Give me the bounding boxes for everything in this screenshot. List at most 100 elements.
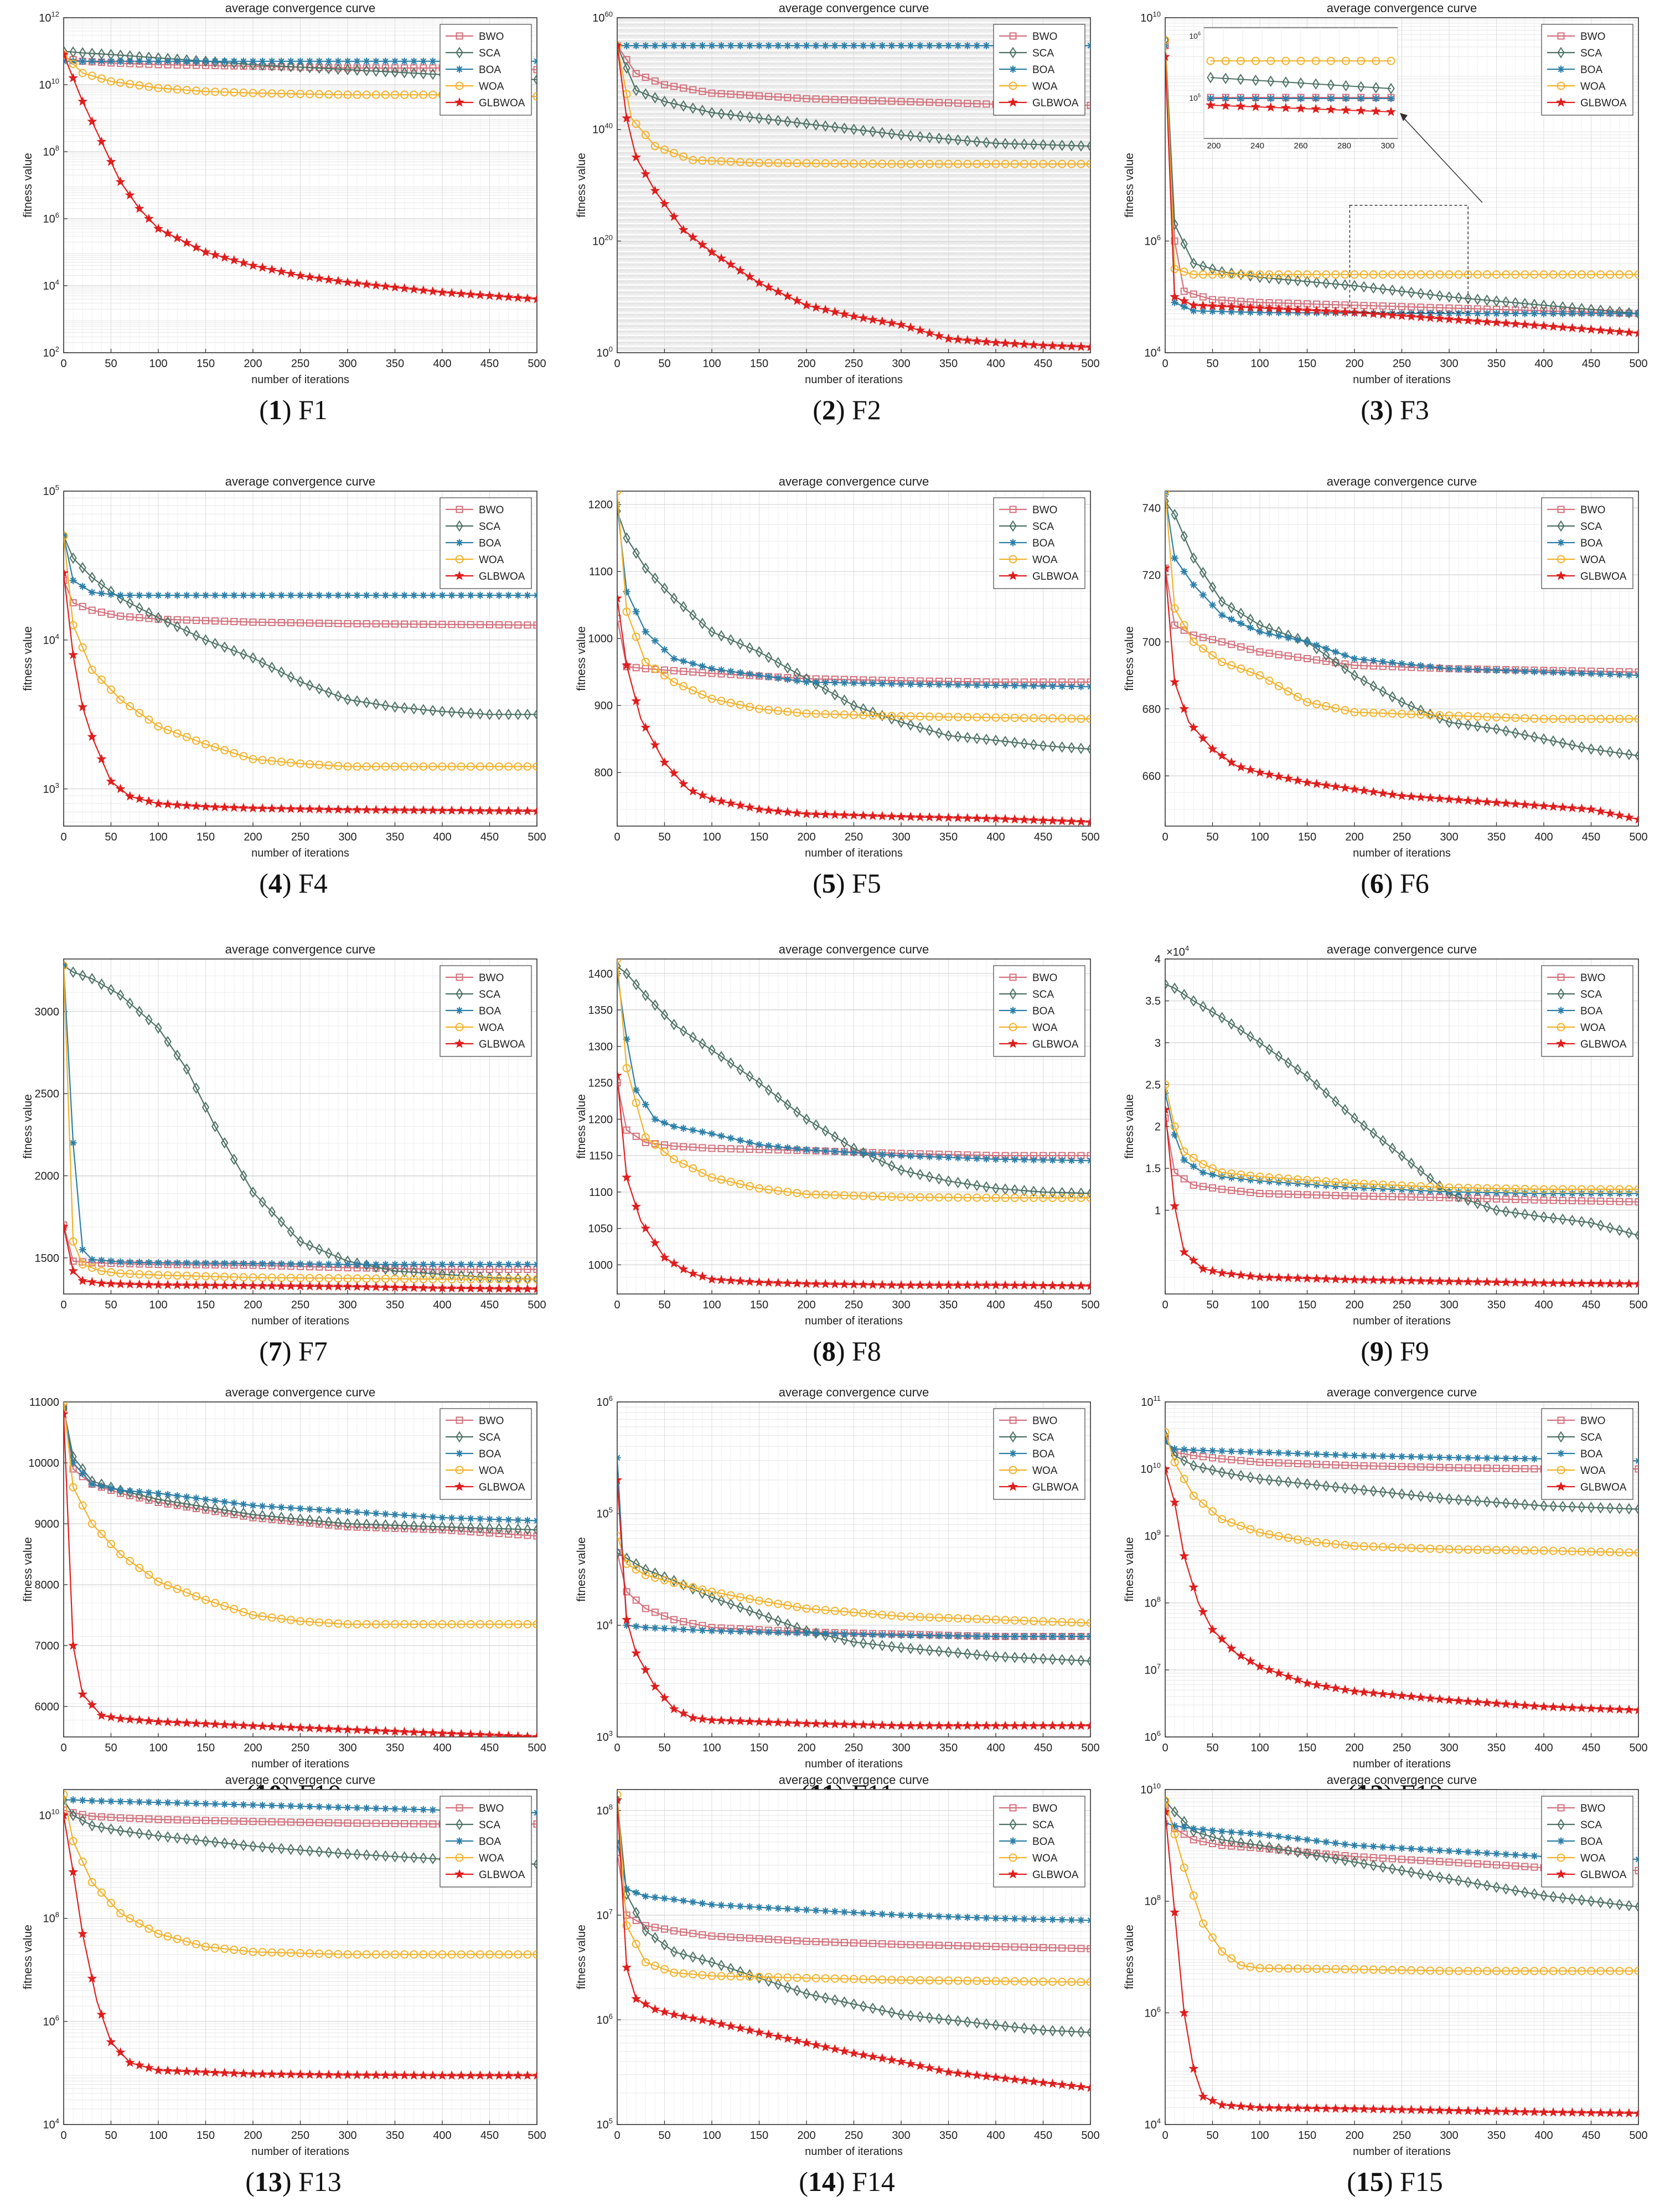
chart-title: average convergence curve: [779, 942, 929, 956]
x-axis-label: number of iterations: [1353, 1315, 1451, 1327]
x-tick-label: 150: [1298, 831, 1316, 843]
x-tick-label: 100: [149, 1742, 167, 1754]
x-tick-label: 200: [1345, 358, 1363, 370]
y-tick-label: 700: [1142, 636, 1161, 648]
caption-number: 8: [822, 1336, 836, 1367]
x-tick-label: 150: [197, 358, 215, 370]
marker-boa: [456, 539, 463, 546]
chart-title: average convergence curve: [1327, 475, 1477, 488]
legend-label-woa: WOA: [1032, 81, 1058, 92]
caption-label: F6: [1400, 868, 1429, 899]
x-tick-label: 400: [1534, 831, 1553, 843]
x-tick-label: 500: [528, 1742, 546, 1754]
marker-boa: [456, 66, 463, 73]
y-tick-label: 8000: [35, 1579, 60, 1591]
legend-label-glbwoa: GLBWOA: [1032, 97, 1079, 109]
x-tick-label: 250: [845, 358, 863, 370]
y-tick-label: 105: [597, 1506, 613, 1520]
legend-label-boa: BOA: [1580, 538, 1602, 549]
x-axis-label: number of iterations: [805, 1315, 903, 1327]
caption-number: 7: [268, 1336, 282, 1367]
y-axis-label: fitness value: [1123, 626, 1136, 691]
x-tick-label: 350: [1487, 1299, 1506, 1311]
y-tick-label: 100: [597, 345, 613, 359]
x-tick-label: 0: [1162, 1299, 1168, 1311]
chart-caption: (3) F3: [1118, 390, 1670, 429]
chart-title: average convergence curve: [225, 475, 376, 488]
x-tick-label: 0: [60, 1299, 66, 1311]
x-tick-label: 200: [797, 1299, 815, 1311]
x-tick-label: 500: [1629, 358, 1647, 370]
legend-label-sca: SCA: [479, 48, 500, 59]
x-tick-label: 350: [939, 1742, 958, 1754]
chart-title: average convergence curve: [225, 1, 376, 15]
x-tick-label: 150: [750, 1299, 768, 1311]
legend-label-glbwoa: GLBWOA: [479, 571, 525, 582]
x-tick-label: 400: [433, 1299, 451, 1311]
x-tick-label: 300: [338, 358, 356, 370]
caption-number: 1: [268, 394, 282, 425]
x-tick-label: 300: [892, 1299, 910, 1311]
chart-title: average convergence curve: [779, 1, 929, 15]
legend-label-bwo: BWO: [1580, 972, 1605, 984]
inset-x-tick-label: 240: [1250, 141, 1264, 151]
legend-label-boa: BOA: [1580, 64, 1602, 76]
legend-label-glbwoa: GLBWOA: [479, 97, 525, 109]
y-tick-label: 1010: [1140, 10, 1161, 24]
y-tick-label: 102: [43, 345, 59, 359]
x-tick-label: 500: [528, 358, 546, 370]
y-tick-label: 7000: [35, 1640, 60, 1652]
x-tick-label: 350: [1487, 831, 1506, 843]
legend-label-glbwoa: GLBWOA: [1580, 97, 1627, 109]
chart-caption: (5) F5: [570, 864, 1124, 903]
x-tick-label: 300: [1440, 1299, 1458, 1311]
x-tick-label: 100: [149, 831, 167, 843]
x-tick-label: 400: [433, 358, 451, 370]
x-tick-label: 400: [433, 1742, 451, 1754]
legend-label-sca: SCA: [1580, 989, 1602, 1001]
x-tick-label: 50: [658, 831, 670, 843]
y-axis-label: fitness value: [22, 626, 34, 691]
x-tick-label: 100: [1250, 358, 1269, 370]
y-axis-label: fitness value: [22, 1094, 34, 1159]
y-tick-label: 1300: [588, 1041, 613, 1053]
y-tick-label: 1200: [588, 1113, 613, 1126]
legend-label-sca: SCA: [1580, 521, 1602, 533]
x-tick-label: 100: [702, 1742, 721, 1754]
x-tick-label: 200: [1345, 1299, 1363, 1311]
y-tick-label: 104: [597, 1617, 613, 1632]
x-tick-label: 250: [1393, 831, 1411, 843]
chart-caption: (6) F6: [1118, 864, 1670, 903]
y-tick-label: 3: [1155, 1037, 1161, 1049]
x-tick-label: 0: [614, 1742, 620, 1754]
x-tick-label: 350: [386, 1742, 404, 1754]
inset-x-tick-label: 280: [1337, 141, 1351, 151]
y-tick-label: 660: [1142, 770, 1161, 782]
y-multiplier: ×104: [1166, 944, 1189, 958]
x-tick-label: 450: [1582, 831, 1600, 843]
x-tick-label: 450: [480, 1742, 499, 1754]
y-tick-label: 10000: [28, 1457, 59, 1469]
x-tick-label: 350: [386, 358, 404, 370]
chart-title: average convergence curve: [1327, 942, 1477, 956]
inset-x-tick-label: 200: [1207, 141, 1221, 151]
x-tick-label: 400: [986, 1299, 1005, 1311]
y-tick-label: 9000: [35, 1518, 60, 1530]
caption-label: F7: [298, 1336, 328, 1367]
x-tick-label: 300: [338, 1299, 356, 1311]
y-tick-label: 680: [1142, 703, 1161, 715]
